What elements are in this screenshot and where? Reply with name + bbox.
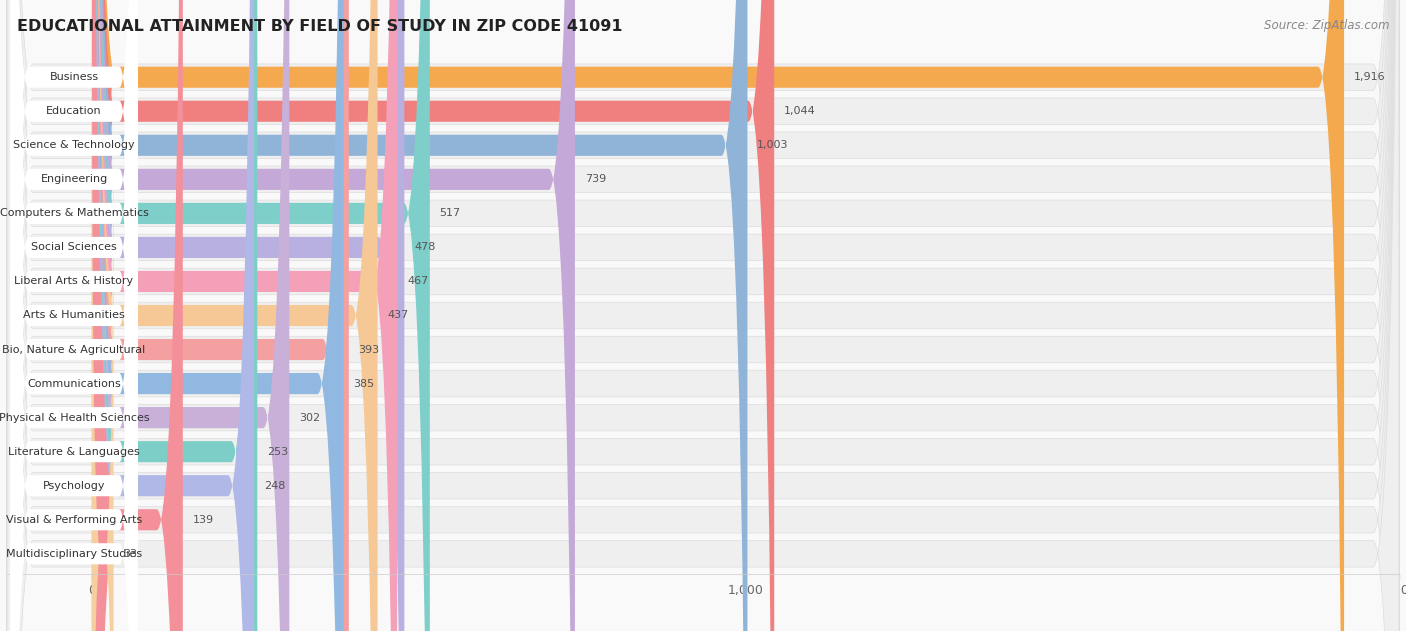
FancyBboxPatch shape [7,0,1399,631]
FancyBboxPatch shape [10,0,138,631]
FancyBboxPatch shape [91,0,430,631]
Text: Engineering: Engineering [41,174,108,184]
FancyBboxPatch shape [91,0,183,631]
FancyBboxPatch shape [10,0,138,631]
Text: 33: 33 [124,549,138,559]
FancyBboxPatch shape [7,0,1399,631]
Text: Psychology: Psychology [42,481,105,491]
FancyBboxPatch shape [10,0,138,631]
FancyBboxPatch shape [10,0,138,631]
FancyBboxPatch shape [91,0,349,631]
FancyBboxPatch shape [91,0,748,631]
FancyBboxPatch shape [7,0,1399,631]
Text: Multidisciplinary Studies: Multidisciplinary Studies [6,549,142,559]
Text: Communications: Communications [27,379,121,389]
Text: 393: 393 [359,345,380,355]
FancyBboxPatch shape [91,0,396,631]
FancyBboxPatch shape [7,0,1399,631]
Text: Computers & Mathematics: Computers & Mathematics [0,208,149,218]
FancyBboxPatch shape [91,0,405,631]
FancyBboxPatch shape [10,0,138,631]
FancyBboxPatch shape [10,0,138,631]
FancyBboxPatch shape [7,0,1399,631]
FancyBboxPatch shape [10,0,138,631]
FancyBboxPatch shape [10,0,138,631]
Text: 139: 139 [193,515,214,525]
FancyBboxPatch shape [91,0,1344,631]
FancyBboxPatch shape [10,0,138,631]
Text: 739: 739 [585,174,606,184]
FancyBboxPatch shape [7,0,1399,631]
FancyBboxPatch shape [7,0,1399,631]
Text: Business: Business [49,72,98,82]
FancyBboxPatch shape [7,0,1399,631]
FancyBboxPatch shape [91,0,575,631]
FancyBboxPatch shape [91,0,290,631]
Text: 1,916: 1,916 [1354,72,1385,82]
FancyBboxPatch shape [91,37,114,631]
Text: Social Sciences: Social Sciences [31,242,117,252]
Text: 437: 437 [388,310,409,321]
Text: 1,003: 1,003 [758,140,789,150]
FancyBboxPatch shape [7,0,1399,631]
Text: Liberal Arts & History: Liberal Arts & History [14,276,134,286]
FancyBboxPatch shape [7,0,1399,631]
Text: 1,044: 1,044 [785,106,815,116]
Text: 253: 253 [267,447,288,457]
Text: 385: 385 [353,379,374,389]
FancyBboxPatch shape [7,0,1399,631]
Text: 248: 248 [264,481,285,491]
Text: Physical & Health Sciences: Physical & Health Sciences [0,413,149,423]
FancyBboxPatch shape [91,0,254,631]
Text: Science & Technology: Science & Technology [13,140,135,150]
FancyBboxPatch shape [10,0,138,631]
Text: Source: ZipAtlas.com: Source: ZipAtlas.com [1264,19,1389,32]
Text: Education: Education [46,106,101,116]
Text: EDUCATIONAL ATTAINMENT BY FIELD OF STUDY IN ZIP CODE 41091: EDUCATIONAL ATTAINMENT BY FIELD OF STUDY… [17,19,623,34]
Text: Visual & Performing Arts: Visual & Performing Arts [6,515,142,525]
Text: 478: 478 [415,242,436,252]
Text: 467: 467 [406,276,429,286]
Text: Literature & Languages: Literature & Languages [8,447,139,457]
FancyBboxPatch shape [91,0,378,631]
Text: 302: 302 [299,413,321,423]
FancyBboxPatch shape [10,0,138,631]
FancyBboxPatch shape [91,0,257,631]
FancyBboxPatch shape [7,0,1399,631]
Text: Arts & Humanities: Arts & Humanities [22,310,125,321]
Text: 517: 517 [440,208,461,218]
Text: Bio, Nature & Agricultural: Bio, Nature & Agricultural [3,345,146,355]
FancyBboxPatch shape [7,0,1399,631]
FancyBboxPatch shape [7,0,1399,631]
FancyBboxPatch shape [10,0,138,631]
FancyBboxPatch shape [91,0,343,631]
FancyBboxPatch shape [10,0,138,631]
FancyBboxPatch shape [91,0,775,631]
FancyBboxPatch shape [7,0,1399,631]
FancyBboxPatch shape [10,0,138,631]
FancyBboxPatch shape [10,0,138,631]
